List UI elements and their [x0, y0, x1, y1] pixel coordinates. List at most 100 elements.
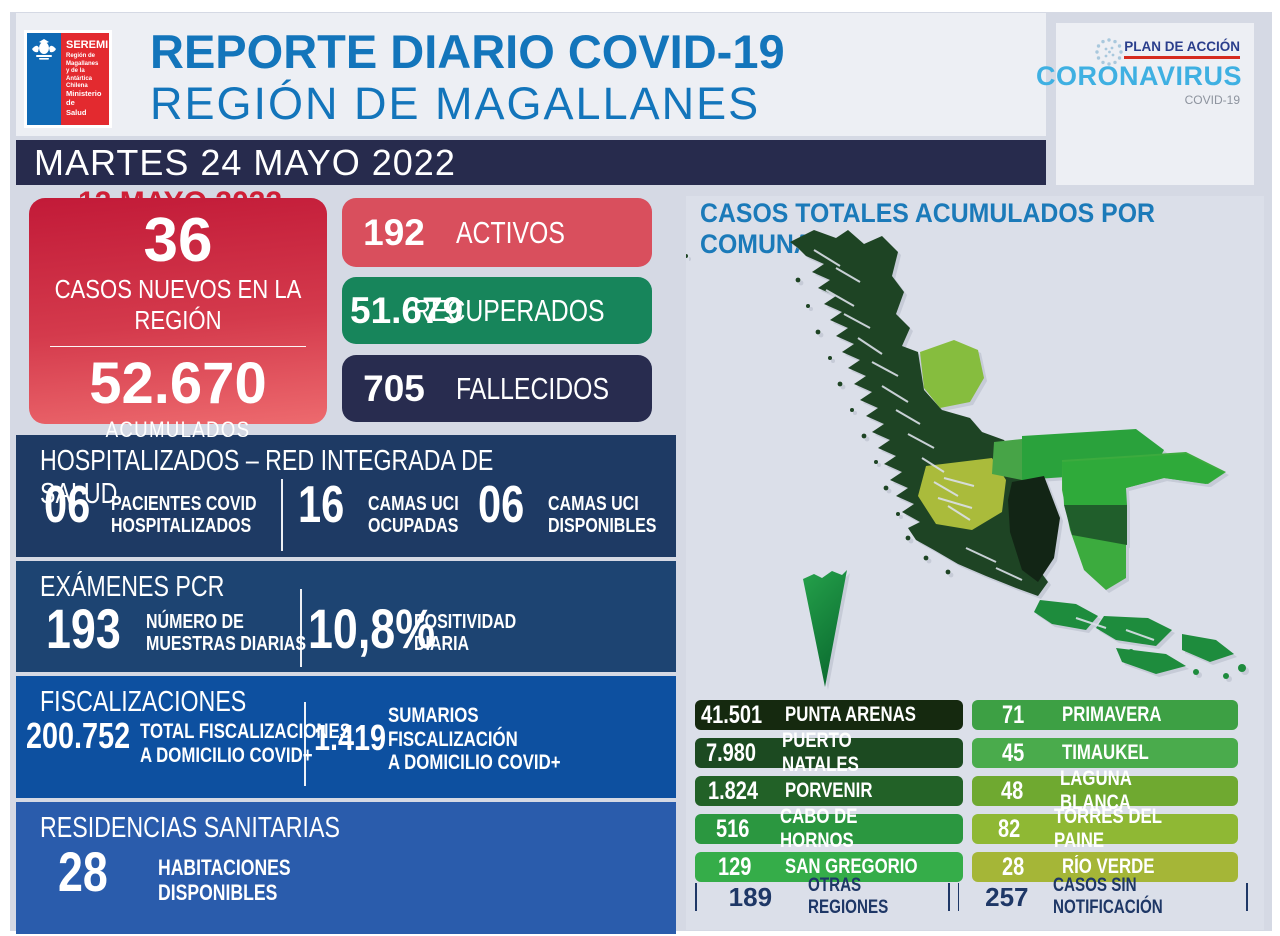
seremi-label: SEREMI — [66, 39, 109, 51]
footer-bar — [948, 883, 950, 911]
summaries-label: SUMARIOS FISCALIZACIÓN A DOMICILIO COVID… — [388, 704, 561, 775]
magallanes-region-map — [686, 230, 1246, 687]
commune-row-rio-verde: 28 RÍO VERDE — [972, 852, 1238, 882]
report-title-line1: REPORTE DIARIO COVID-19 — [150, 25, 785, 78]
commune-name: TORRES DEL PAINE — [1053, 805, 1162, 852]
commune-row-cabo-de-hornos: 516 CABO DE HORNOS — [695, 805, 963, 852]
total-inspections-value: 200.752 — [26, 715, 131, 756]
pcr-samples-label: NÚMERO DE MUESTRAS DIARIAS — [146, 611, 307, 656]
commune-name: CABO DE HORNOS — [779, 805, 858, 852]
commune-row-torres-del-paine: 82 TORRES DEL PAINE — [972, 805, 1238, 852]
new-cases-value: 36 — [143, 206, 213, 275]
commune-value: 28 — [1002, 852, 1025, 881]
other-regions-value: 189 — [728, 881, 773, 912]
commune-row-porvenir: 1.824 PORVENIR — [695, 776, 963, 806]
rooms-available-label: HABITACIONES DISPONIBLES — [158, 855, 291, 905]
stat-divider — [304, 702, 306, 786]
map-region-primavera — [1062, 454, 1224, 505]
commune-value: 45 — [1002, 738, 1025, 767]
map-region-porvenir — [1064, 505, 1127, 545]
header-panel — [16, 13, 1046, 136]
commune-row-punta-arenas: 41.501 PUNTA ARENAS — [695, 700, 963, 730]
map-region-punta-arenas — [1008, 476, 1060, 582]
seremi-logo-red-band: SEREMI Región de Magallanes y de la Antá… — [61, 33, 109, 125]
icu-occupied-value: 16 — [298, 476, 345, 534]
commune-name: SAN GREGORIO — [785, 855, 918, 878]
commune-value: 1.824 — [707, 776, 758, 805]
covid19-sub-label: COVID-19 — [1184, 93, 1240, 107]
hospitalized-patients-label: PACIENTES COVID HOSPITALIZADOS — [111, 493, 257, 538]
icu-available-value: 06 — [478, 476, 525, 534]
icu-occupied-label: CAMAS UCI OCUPADAS — [368, 493, 459, 538]
stat-divider — [281, 479, 283, 551]
unnotified-cases-row: 257 CASOS SIN NOTIFICACIÓN — [948, 875, 1248, 918]
commune-value: 516 — [715, 814, 749, 843]
pcr-title: EXÁMENES PCR — [40, 571, 225, 603]
commune-value: 82 — [998, 814, 1021, 843]
footer-bar — [1246, 883, 1248, 911]
map-region-rio-verde — [918, 458, 1006, 530]
positivity-value: 10,8% — [308, 597, 436, 660]
inspections-panel: FISCALIZACIONES 200.752 TOTAL FISCALIZAC… — [16, 676, 676, 798]
new-cases-label: CASOS NUEVOS EN LA REGIÓN — [54, 274, 302, 335]
communes-title: CASOS TOTALES ACUMULADOS POR COMUNA — [700, 198, 1155, 259]
commune-name: PRIMAVERA — [1062, 703, 1162, 726]
commune-row-san-gregorio: 129 SAN GREGORIO — [695, 852, 963, 882]
commune-row-primavera: 71 PRIMAVERA — [972, 700, 1238, 730]
pcr-panel: EXÁMENES PCR 193 NÚMERO DE MUESTRAS DIAR… — [16, 561, 676, 672]
hospitalized-title: HOSPITALIZADOS – RED INTEGRADA DE SALUD — [40, 445, 494, 510]
date-bar: MARTES 24 MAYO 2022 — [16, 140, 1046, 185]
accumulated-value: 52.670 — [89, 351, 267, 416]
commune-name: LAGUNA BLANCA — [1059, 767, 1131, 814]
other-regions-row: 189 OTRAS REGIONES — [695, 875, 950, 918]
commune-name: TIMAUKEL — [1062, 741, 1149, 764]
new-cases-card: 36 CASOS NUEVOS EN LA REGIÓN 52.670 ACUM… — [29, 198, 327, 442]
residences-title: RESIDENCIAS SANITARIAS — [40, 812, 340, 844]
card-divider — [49, 346, 307, 347]
unnotified-label: CASOS SIN NOTIFICACIÓN — [1052, 875, 1163, 918]
map-region-natales — [790, 230, 1048, 596]
summaries-value: 1.419 — [314, 717, 387, 758]
unnotified-value: 257 — [985, 881, 1029, 912]
recovered-value: 51.679 — [350, 289, 464, 331]
recovered-pill: 51.679 RECUPERADOS — [342, 277, 652, 344]
footer-bar — [695, 883, 697, 911]
commune-name: RÍO VERDE — [1062, 855, 1155, 878]
commune-row-puerto-natales: 7.980 PUERTO NATALES — [695, 729, 963, 776]
deaths-label: FALLECIDOS — [456, 370, 609, 406]
deaths-pill: 705 FALLECIDOS — [342, 355, 652, 422]
seremi-logo-blue-band — [27, 33, 61, 125]
commune-name: PORVENIR — [785, 779, 873, 802]
chile-coat-of-arms-icon — [30, 39, 58, 66]
seremi-logo: SEREMI Región de Magallanes y de la Antá… — [24, 30, 112, 128]
commune-value: 129 — [718, 852, 752, 881]
commune-value: 41.501 — [700, 700, 762, 729]
commune-value: 7.980 — [705, 738, 757, 767]
commune-value: 71 — [1002, 700, 1025, 729]
hospitalized-patients-value: 06 — [44, 476, 91, 534]
residences-panel: RESIDENCIAS SANITARIAS 28 HABITACIONES D… — [16, 802, 676, 934]
commune-name: PUERTO NATALES — [781, 729, 859, 776]
active-value: 192 — [363, 211, 425, 253]
report-date: MARTES 24 MAYO 2022 — [34, 141, 456, 183]
active-cases-pill: 192 ACTIVOS — [342, 198, 652, 267]
deaths-value: 705 — [363, 367, 425, 409]
commune-row-timaukel: 45 TIMAUKEL — [972, 738, 1238, 768]
footer-bar — [957, 883, 960, 911]
map-region-san-gregorio — [1022, 429, 1164, 480]
map-region-antartica — [803, 570, 847, 687]
map-region-torres-del-paine — [920, 340, 984, 408]
coastal-islets — [686, 254, 1038, 588]
coronavirus-plan-panel: PLAN DE ACCIÓN CORONAVIRUS COVID-19 — [1036, 23, 1254, 185]
stat-divider — [300, 589, 302, 667]
accumulated-label: ACUMULADOS — [105, 417, 251, 442]
plan-de-accion-label: PLAN DE ACCIÓN — [1124, 39, 1240, 59]
positivity-label: POSITIVIDAD DIARIA — [414, 611, 517, 656]
map-landmasses — [686, 230, 1246, 687]
map-region-cabo-de-hornos — [1034, 600, 1246, 679]
ministry-label: Ministerio de Salud — [66, 88, 102, 117]
commune-row-laguna-blanca: 48 LAGUNA BLANCA — [972, 767, 1238, 814]
seremi-region-label: Región de Magallanes y de la Antártica C… — [66, 53, 99, 89]
fjord-texture — [813, 249, 1155, 641]
